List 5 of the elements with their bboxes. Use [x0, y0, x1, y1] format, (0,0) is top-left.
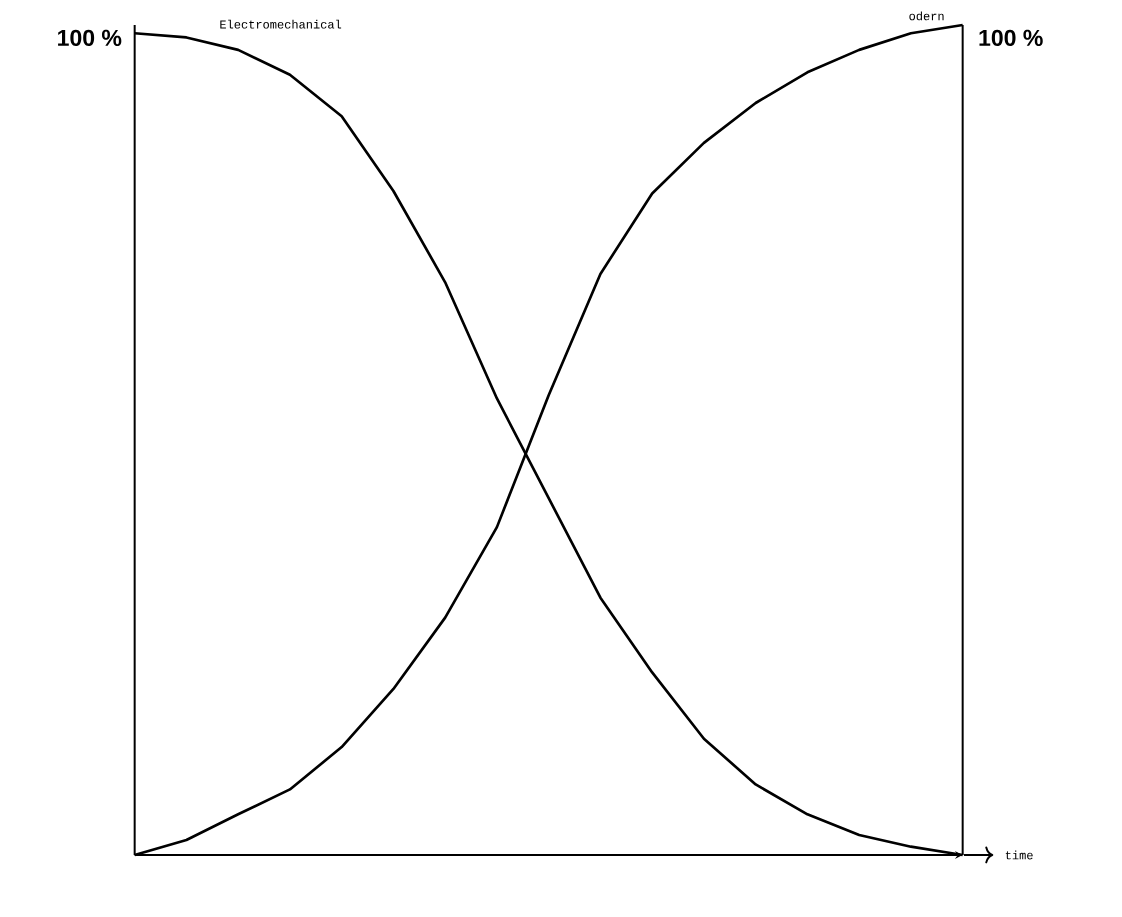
- text: 100 %: [58, 29, 122, 47]
- x-axis-title: time: [1005, 850, 1033, 860]
- series-label: odern: [909, 11, 944, 21]
- text: 100 %: [979, 29, 1043, 47]
- series-label: Electromechanical: [220, 19, 342, 29]
